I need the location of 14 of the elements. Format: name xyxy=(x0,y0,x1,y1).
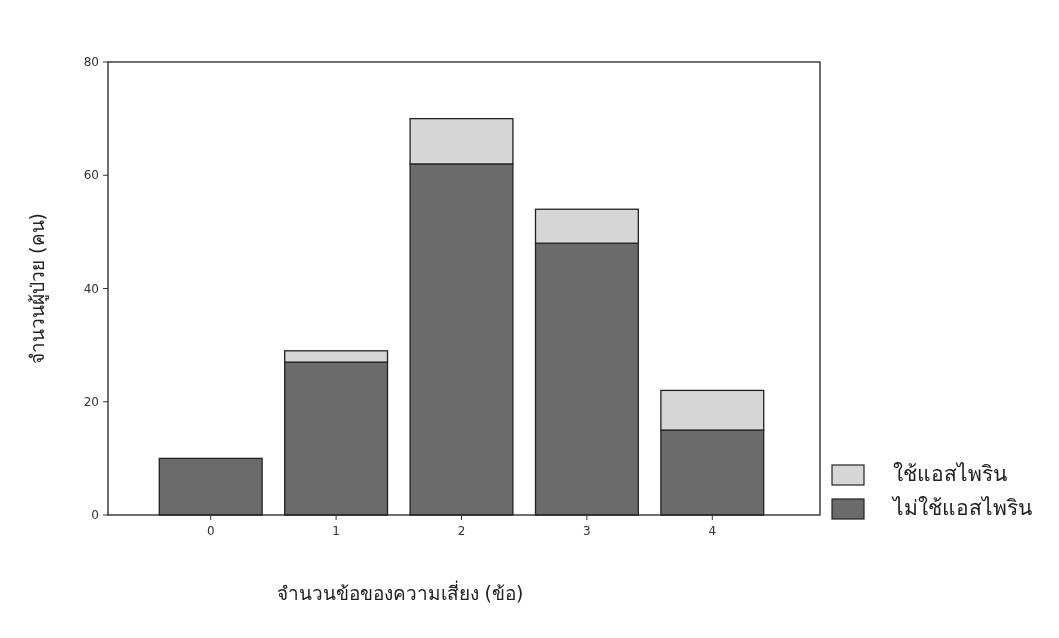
x-tick-label: 2 xyxy=(457,524,466,538)
legend-label: ใช้แอสไพริน xyxy=(893,462,1007,486)
y-tick-label: 80 xyxy=(83,55,99,69)
y-axis-title: จำนวนผู้ป่วย (คน) xyxy=(26,213,49,364)
x-tick-label: 1 xyxy=(332,524,340,538)
y-tick-label: 40 xyxy=(83,281,99,296)
y-tick-label: 60 xyxy=(83,168,99,183)
x-tick-label: 0 xyxy=(206,524,215,538)
x-tick-label: 3 xyxy=(583,524,591,538)
y-tick-label: 0 xyxy=(91,508,99,522)
legend-label: ไม่ใช้แอสไพริน xyxy=(891,496,1032,520)
x-tick-label: 4 xyxy=(708,524,717,538)
y-tick-label: 20 xyxy=(83,394,99,409)
x-axis-title: จำนวนข้อของความเสี่ยง (ข้อ) xyxy=(276,580,524,604)
